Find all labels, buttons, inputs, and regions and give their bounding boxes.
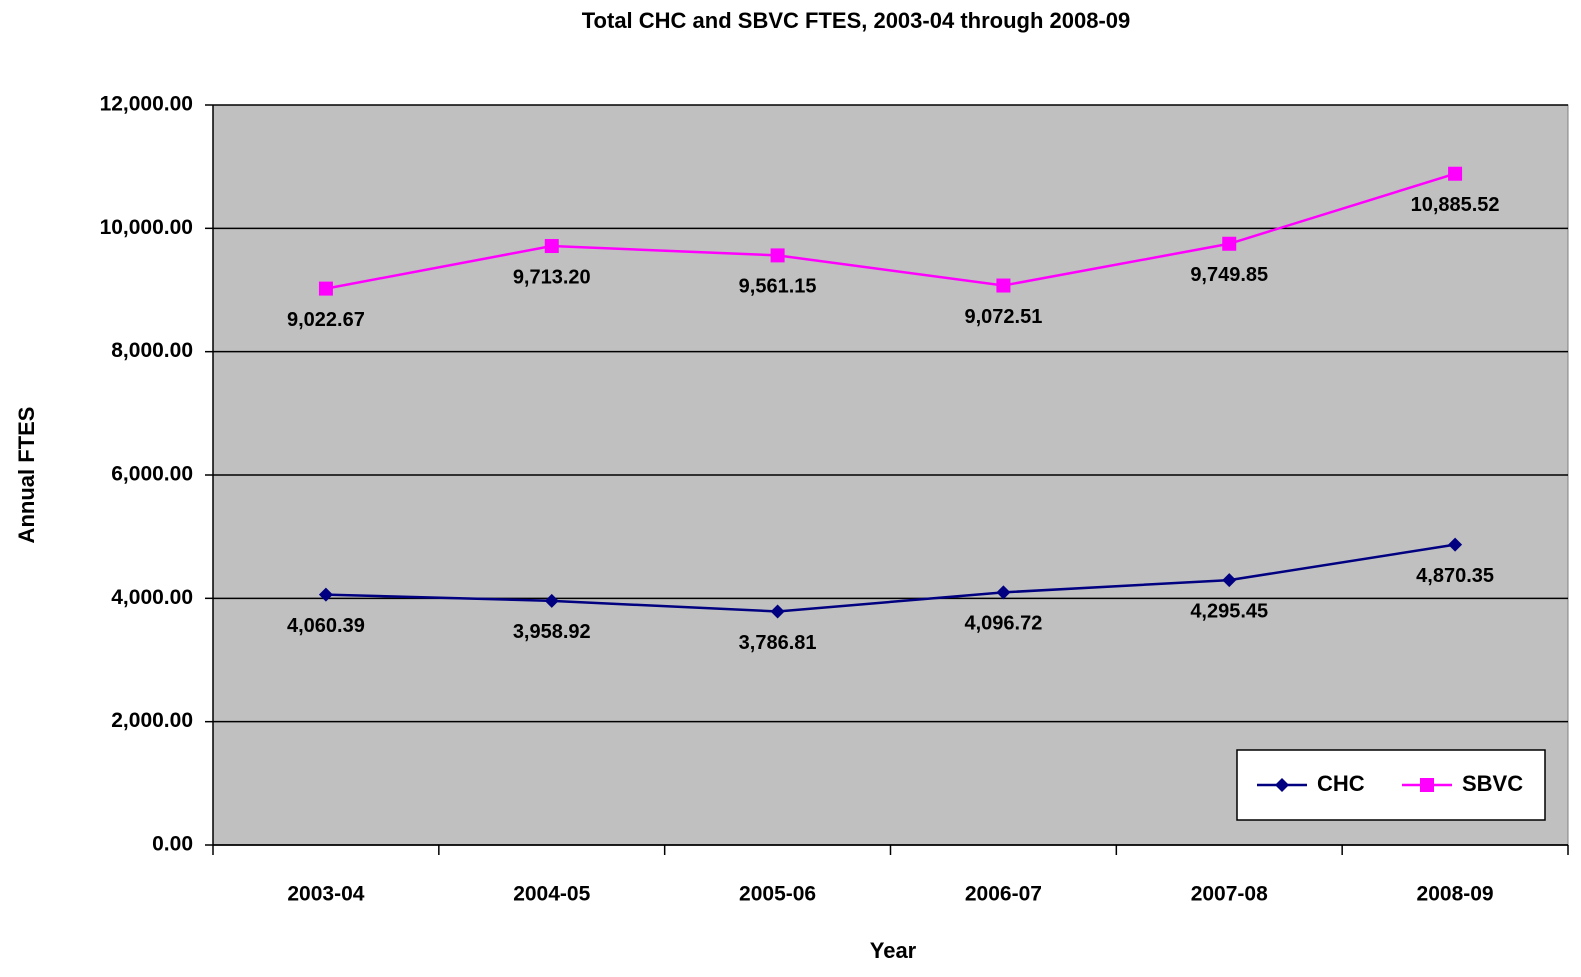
y-tick-label: 6,000.00 [111,463,193,486]
data-label: 4,096.72 [964,613,1042,635]
data-point [1448,166,1463,181]
x-tick-label: 2004-05 [513,883,590,906]
data-point [544,593,559,608]
x-tick-label: 2003-04 [287,883,364,906]
series-line [325,172,1456,290]
y-axis-label: Annual FTES [14,407,39,544]
legend-marker [1420,778,1434,792]
data-point [770,604,785,619]
data-label: 10,885.52 [1411,194,1500,216]
data-label: 9,749.85 [1190,264,1268,286]
data-point [1222,573,1237,588]
data-label: 9,561.15 [739,276,817,298]
y-tick-label: 4,000.00 [111,586,193,609]
y-tick-label: 10,000.00 [100,216,193,239]
data-point [1222,236,1237,251]
x-tick-label: 2007-08 [1191,883,1268,906]
data-label: 4,870.35 [1416,565,1494,587]
data-label: 9,022.67 [287,309,365,331]
data-label: 3,958.92 [513,621,591,643]
data-point [544,239,559,254]
x-tick-label: 2008-09 [1417,883,1494,906]
data-point [770,248,785,263]
data-point [318,587,333,602]
data-label: 4,295.45 [1190,600,1268,622]
legend-label: CHC [1317,771,1365,796]
data-label: 4,060.39 [287,615,365,637]
legend-marker [1275,778,1289,792]
data-point [1448,537,1463,552]
data-label: 3,786.81 [739,632,817,654]
y-tick-label: 2,000.00 [111,709,193,732]
x-axis-label: Year [870,938,917,963]
y-tick-label: 12,000.00 [100,93,193,116]
series-line [325,543,1456,613]
chart-title: Total CHC and SBVC FTES, 2003-04 through… [582,8,1131,33]
x-tick-label: 2006-07 [965,883,1042,906]
x-tick-label: 2005-06 [739,883,816,906]
legend-label: SBVC [1462,771,1523,796]
data-point [996,278,1011,293]
y-tick-label: 0.00 [152,833,193,856]
data-label: 9,072.51 [964,306,1042,328]
data-point [318,281,333,296]
data-point [996,585,1011,600]
y-tick-label: 8,000.00 [111,339,193,362]
data-label: 9,713.20 [513,266,591,288]
